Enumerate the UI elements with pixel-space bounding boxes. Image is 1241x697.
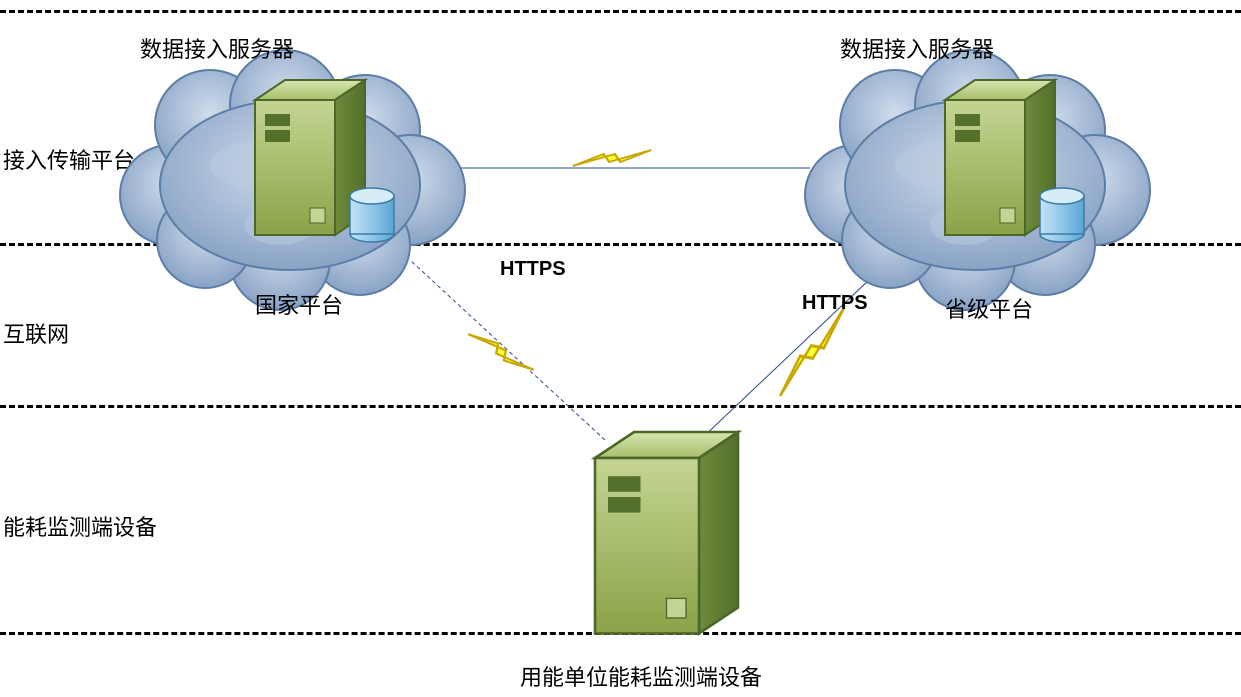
protocol-label-national: HTTPS xyxy=(500,258,566,281)
node-title-provincial: 数据接入服务器 xyxy=(840,32,994,64)
node-label-end-device: 用能单位能耗监测端设备 xyxy=(520,660,762,692)
protocol-label-provincial: HTTPS xyxy=(802,292,868,315)
node-title-national: 数据接入服务器 xyxy=(140,32,294,64)
server-icon-provincial xyxy=(945,80,1084,242)
node-sublabel-national: 国家平台 xyxy=(255,288,343,320)
layer-label-access-transport: 接入传输平台 xyxy=(3,143,135,175)
layer-label-internet: 互联网 xyxy=(3,317,69,349)
node-sublabel-provincial: 省级平台 xyxy=(945,292,1033,324)
layer-label-monitoring-device: 能耗监测端设备 xyxy=(3,510,157,542)
bolt-icon xyxy=(573,150,651,166)
link-device-national xyxy=(410,260,605,440)
bolt-icon xyxy=(468,321,534,383)
cloud-icon-national xyxy=(120,50,465,310)
cloud-icon-provincial xyxy=(805,50,1150,310)
link-device-provincial xyxy=(700,260,890,440)
server-icon-end-device xyxy=(595,432,738,634)
diagram-canvas xyxy=(0,0,1241,697)
server-icon-national xyxy=(255,80,394,242)
divider-line xyxy=(0,243,1241,246)
divider-line xyxy=(0,10,1241,13)
divider-line xyxy=(0,405,1241,408)
divider-line xyxy=(0,632,1241,635)
bolt-icon xyxy=(766,308,858,396)
